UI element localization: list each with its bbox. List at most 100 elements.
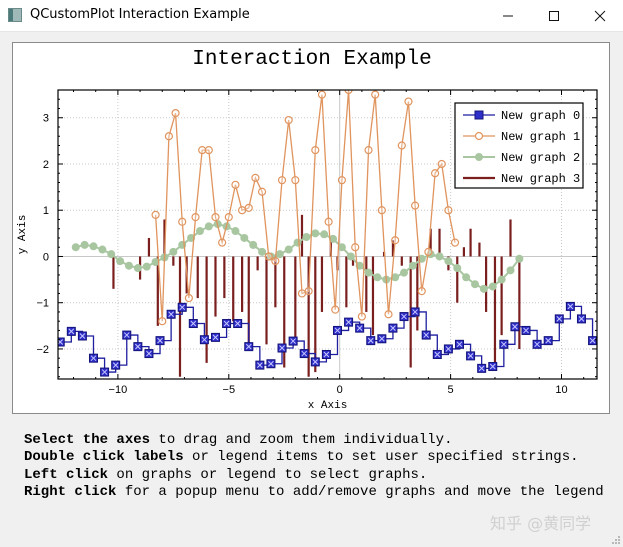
graph-2-point[interactable] xyxy=(116,257,125,266)
graph-1-point[interactable] xyxy=(204,146,213,155)
graph-2-point[interactable] xyxy=(497,275,506,284)
graph-1-point[interactable] xyxy=(411,201,420,210)
x-tick-label[interactable]: 10 xyxy=(555,384,567,396)
graph-1-point[interactable] xyxy=(404,97,413,106)
graph-2-point[interactable] xyxy=(249,240,258,249)
graph-1-point[interactable] xyxy=(244,203,253,213)
graph-2-point[interactable] xyxy=(346,252,355,261)
graph-2-point[interactable] xyxy=(258,247,267,256)
graph-1-point[interactable] xyxy=(257,187,267,196)
graph-2-point[interactable] xyxy=(142,262,151,271)
graph-1[interactable] xyxy=(151,87,460,326)
graph-2-point[interactable] xyxy=(133,264,142,273)
graph-2-point[interactable] xyxy=(169,247,178,256)
graph-1-point[interactable] xyxy=(277,176,287,185)
graph-2-point[interactable] xyxy=(515,254,524,263)
legend-label[interactable]: New graph 0 xyxy=(501,109,580,123)
graph-2-point[interactable] xyxy=(302,233,311,242)
graph-2-point[interactable] xyxy=(275,250,284,259)
legend-label[interactable]: New graph 3 xyxy=(501,172,580,186)
graph-0-line[interactable] xyxy=(60,305,594,373)
legend-label[interactable]: New graph 2 xyxy=(501,151,580,165)
graph-2-point[interactable] xyxy=(284,245,293,254)
graph-2-point[interactable] xyxy=(293,238,302,247)
legend-item-graph-1[interactable]: New graph 1 xyxy=(463,130,580,144)
plot-area[interactable] xyxy=(56,87,597,377)
graph-1-point[interactable] xyxy=(171,109,180,118)
legend-item-graph-3[interactable]: New graph 3 xyxy=(463,172,580,186)
graph-1-point[interactable] xyxy=(231,180,240,189)
y-tick-label[interactable]: 0 xyxy=(43,251,49,263)
custom-plot-widget[interactable]: Interaction Example −10 −5 0 5 10 −2 −1 0 1 2 3 x A… xyxy=(12,42,610,414)
graph-1-point[interactable] xyxy=(297,289,307,298)
graph-1-point[interactable] xyxy=(224,213,233,222)
graph-1-point[interactable] xyxy=(271,256,280,266)
x-axis-label[interactable]: x Axis xyxy=(308,400,348,412)
y-tick-label[interactable]: 2 xyxy=(43,159,49,171)
graph-1-point[interactable] xyxy=(437,159,446,169)
resize-grip-icon[interactable] xyxy=(611,535,621,545)
graph-2-point[interactable] xyxy=(408,261,417,270)
graph-2-point[interactable] xyxy=(337,243,346,252)
graph-1-point[interactable] xyxy=(184,293,193,303)
graph-2-point[interactable] xyxy=(453,264,462,273)
graph-2-point[interactable] xyxy=(479,284,488,293)
graph-2-point[interactable] xyxy=(373,273,382,282)
graph-3[interactable] xyxy=(112,214,521,377)
graph-1-point[interactable] xyxy=(344,87,353,95)
graph-2-point[interactable] xyxy=(124,261,133,270)
graph-2-point[interactable] xyxy=(80,240,89,249)
graph-2-point[interactable] xyxy=(471,280,480,289)
graph-2-point[interactable] xyxy=(364,268,373,277)
graph-0-point[interactable] xyxy=(56,337,65,347)
graph-1-point[interactable] xyxy=(337,176,347,185)
graph-1-point[interactable] xyxy=(377,206,386,215)
graph-1-point[interactable] xyxy=(198,146,207,155)
graph-1-point[interactable] xyxy=(351,243,360,252)
graph-2-point[interactable] xyxy=(462,273,471,282)
graph-1-point[interactable] xyxy=(317,90,327,99)
graph-1-point[interactable] xyxy=(311,146,320,155)
graph-2-point[interactable] xyxy=(329,234,338,243)
graph-1-point[interactable] xyxy=(444,206,453,215)
graph-0[interactable] xyxy=(56,301,597,377)
graph-1-point[interactable] xyxy=(304,287,313,296)
minimize-button[interactable] xyxy=(485,0,531,31)
y-tick-label[interactable]: 1 xyxy=(43,205,49,217)
graph-2-point[interactable] xyxy=(89,242,98,251)
graph-2-point[interactable] xyxy=(204,222,213,231)
graph-1-point[interactable] xyxy=(264,252,273,261)
graph-1-point[interactable] xyxy=(430,169,440,178)
graph-1-point[interactable] xyxy=(331,305,340,314)
graph-1-point[interactable] xyxy=(424,247,433,256)
graph-2-point[interactable] xyxy=(151,258,160,267)
graph-1-point[interactable] xyxy=(284,115,293,125)
graph-2[interactable] xyxy=(71,220,524,293)
x-tick-label[interactable]: −5 xyxy=(223,384,236,396)
graph-2-point[interactable] xyxy=(320,230,329,239)
y-tick-label[interactable]: −2 xyxy=(36,344,49,356)
close-button[interactable] xyxy=(577,0,623,31)
graph-1-point[interactable] xyxy=(211,213,220,222)
y-tick-label[interactable]: −1 xyxy=(36,298,49,310)
graph-1-point[interactable] xyxy=(151,210,160,219)
graph-2-point[interactable] xyxy=(488,282,497,291)
graph-1-point[interactable] xyxy=(178,217,187,226)
graph-1-point[interactable] xyxy=(357,312,366,321)
graph-1-point[interactable] xyxy=(251,173,260,182)
graph-1-point[interactable] xyxy=(191,213,200,222)
graph-1-point[interactable] xyxy=(371,90,380,99)
x-tick-label[interactable]: 0 xyxy=(337,384,343,396)
graph-1-point[interactable] xyxy=(238,206,247,215)
maximize-button[interactable] xyxy=(531,0,577,31)
graph-1-point[interactable] xyxy=(324,217,333,226)
graph-2-point[interactable] xyxy=(195,227,204,236)
graph-2-point[interactable] xyxy=(311,229,320,238)
graph-1-point[interactable] xyxy=(164,132,174,141)
graph-1-point[interactable] xyxy=(158,317,167,326)
legend-item-graph-0[interactable]: New graph 0 xyxy=(463,109,580,123)
graph-2-point[interactable] xyxy=(435,252,444,261)
graph-2-point[interactable] xyxy=(98,245,107,254)
